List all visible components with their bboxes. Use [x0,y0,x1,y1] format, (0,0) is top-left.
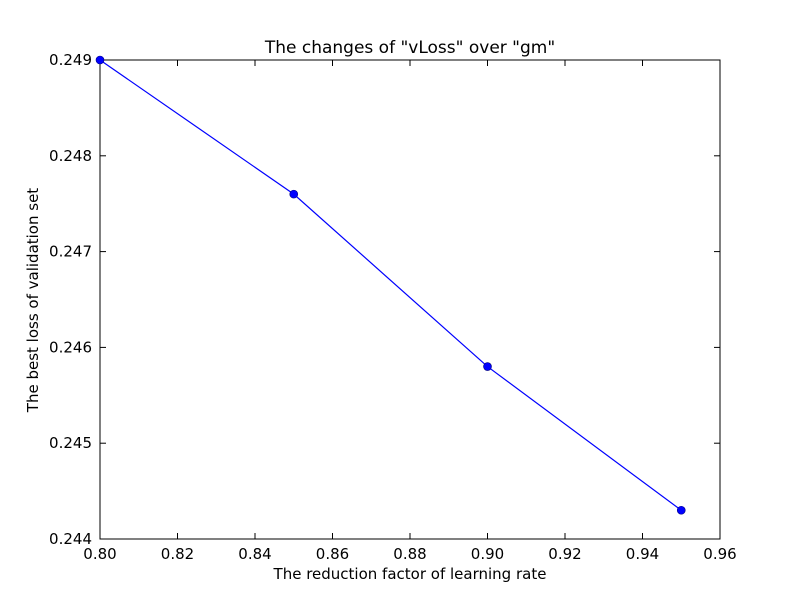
x-tick-label: 0.84 [238,545,271,563]
y-tick-label: 0.244 [49,530,92,548]
data-point [483,362,492,371]
x-axis-label: The reduction factor of learning rate [273,565,547,583]
x-tick-label: 0.96 [703,545,736,563]
y-tick-label: 0.248 [49,147,92,165]
plot-frame [99,59,721,540]
series-line [99,59,682,511]
y-tick-label: 0.246 [49,338,92,356]
x-tick-label: 0.88 [393,545,426,563]
y-tick-label: 0.245 [49,434,92,452]
data-point [95,55,105,65]
x-tick-label: 0.92 [548,545,581,563]
plot-area: 0.80 0.82 0.84 0.86 0.88 0.90 0.92 0.94 0.96 0.24… [49,51,737,563]
data-point [289,189,299,199]
x-tick-label: 0.86 [316,545,349,563]
data-point [676,505,686,515]
y-axis-label: The best loss of validation set [24,188,42,414]
x-tick-label: 0.82 [161,545,194,563]
y-tick-label: 0.247 [49,243,92,261]
chart-title: The changes of "vLoss" over "gm" [264,38,555,58]
y-tick-label: 0.249 [49,51,92,69]
x-tick-label: 0.94 [626,545,659,563]
x-tick-label: 0.90 [471,545,504,563]
x-tick-label: 0.80 [83,545,116,563]
